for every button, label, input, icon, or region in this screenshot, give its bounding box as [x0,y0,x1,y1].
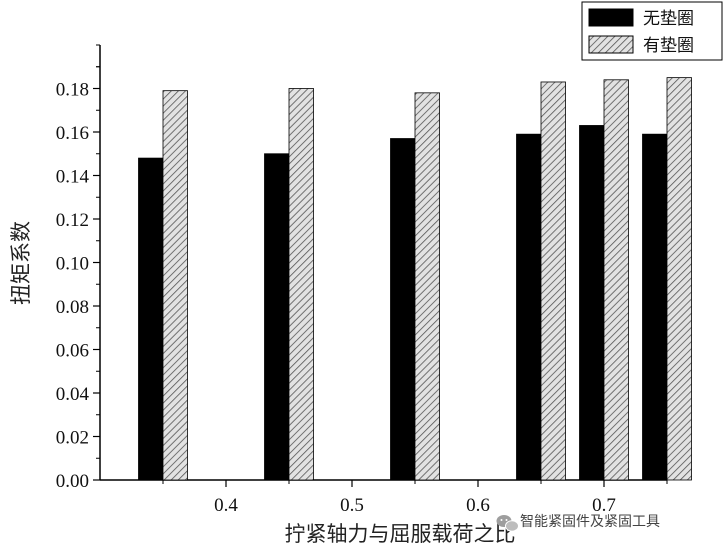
y-tick-label: 0.08 [56,297,89,318]
legend: 无垫圈 有垫圈 [581,1,723,61]
x-tick-label: 0.7 [592,495,616,516]
y-tick-label: 0.00 [56,471,89,492]
y-tick-label: 0.14 [56,167,90,188]
bar-series-0-2 [390,138,416,481]
bar-series-0-1 [264,153,290,481]
bar-series-1-1 [288,88,314,481]
y-tick-label: 0.18 [56,80,89,101]
y-tick-label: 0.02 [56,428,89,449]
bar-series-1-5 [666,77,692,481]
y-tick-label: 0.10 [56,254,89,275]
bar-series-0-0 [138,157,164,481]
x-tick-label: 0.4 [214,495,238,516]
x-axis-title: 拧紧轴力与屈服载荷之比 [285,522,516,546]
watermark: 智能紧固件及紧固工具 [496,514,660,532]
bar-series-1-0 [162,90,188,481]
bar-series-0-4 [579,125,605,481]
y-ticks: 0.00 0.02 0.04 0.06 0.08 0.10 0.12 0.14 0.16 0.18 [56,44,100,492]
y-axis-title: 扭矩系数 [9,221,33,305]
y-tick-label: 0.12 [56,210,89,231]
x-ticks: 0.4 0.5 0.6 0.7 [162,480,668,516]
watermark-text: 智能紧固件及紧固工具 [520,514,660,530]
legend-swatch-series-0 [588,8,634,27]
wechat-logo-icon [496,515,519,532]
bar-series-0-5 [642,133,668,481]
bars [138,77,692,481]
x-tick-label: 0.6 [466,495,490,516]
x-tick-label: 0.5 [340,495,364,516]
legend-label-series-1: 有垫圈 [643,36,694,56]
legend-label-series-0: 无垫圈 [643,9,694,29]
bar-series-0-3 [516,133,542,481]
y-tick-label: 0.16 [56,123,89,144]
bar-series-1-2 [414,92,440,481]
y-tick-label: 0.04 [56,384,90,405]
y-tick-label: 0.06 [56,341,89,362]
legend-swatch-series-1 [588,35,634,54]
bar-series-1-3 [540,81,566,481]
bar-series-1-4 [603,79,629,481]
